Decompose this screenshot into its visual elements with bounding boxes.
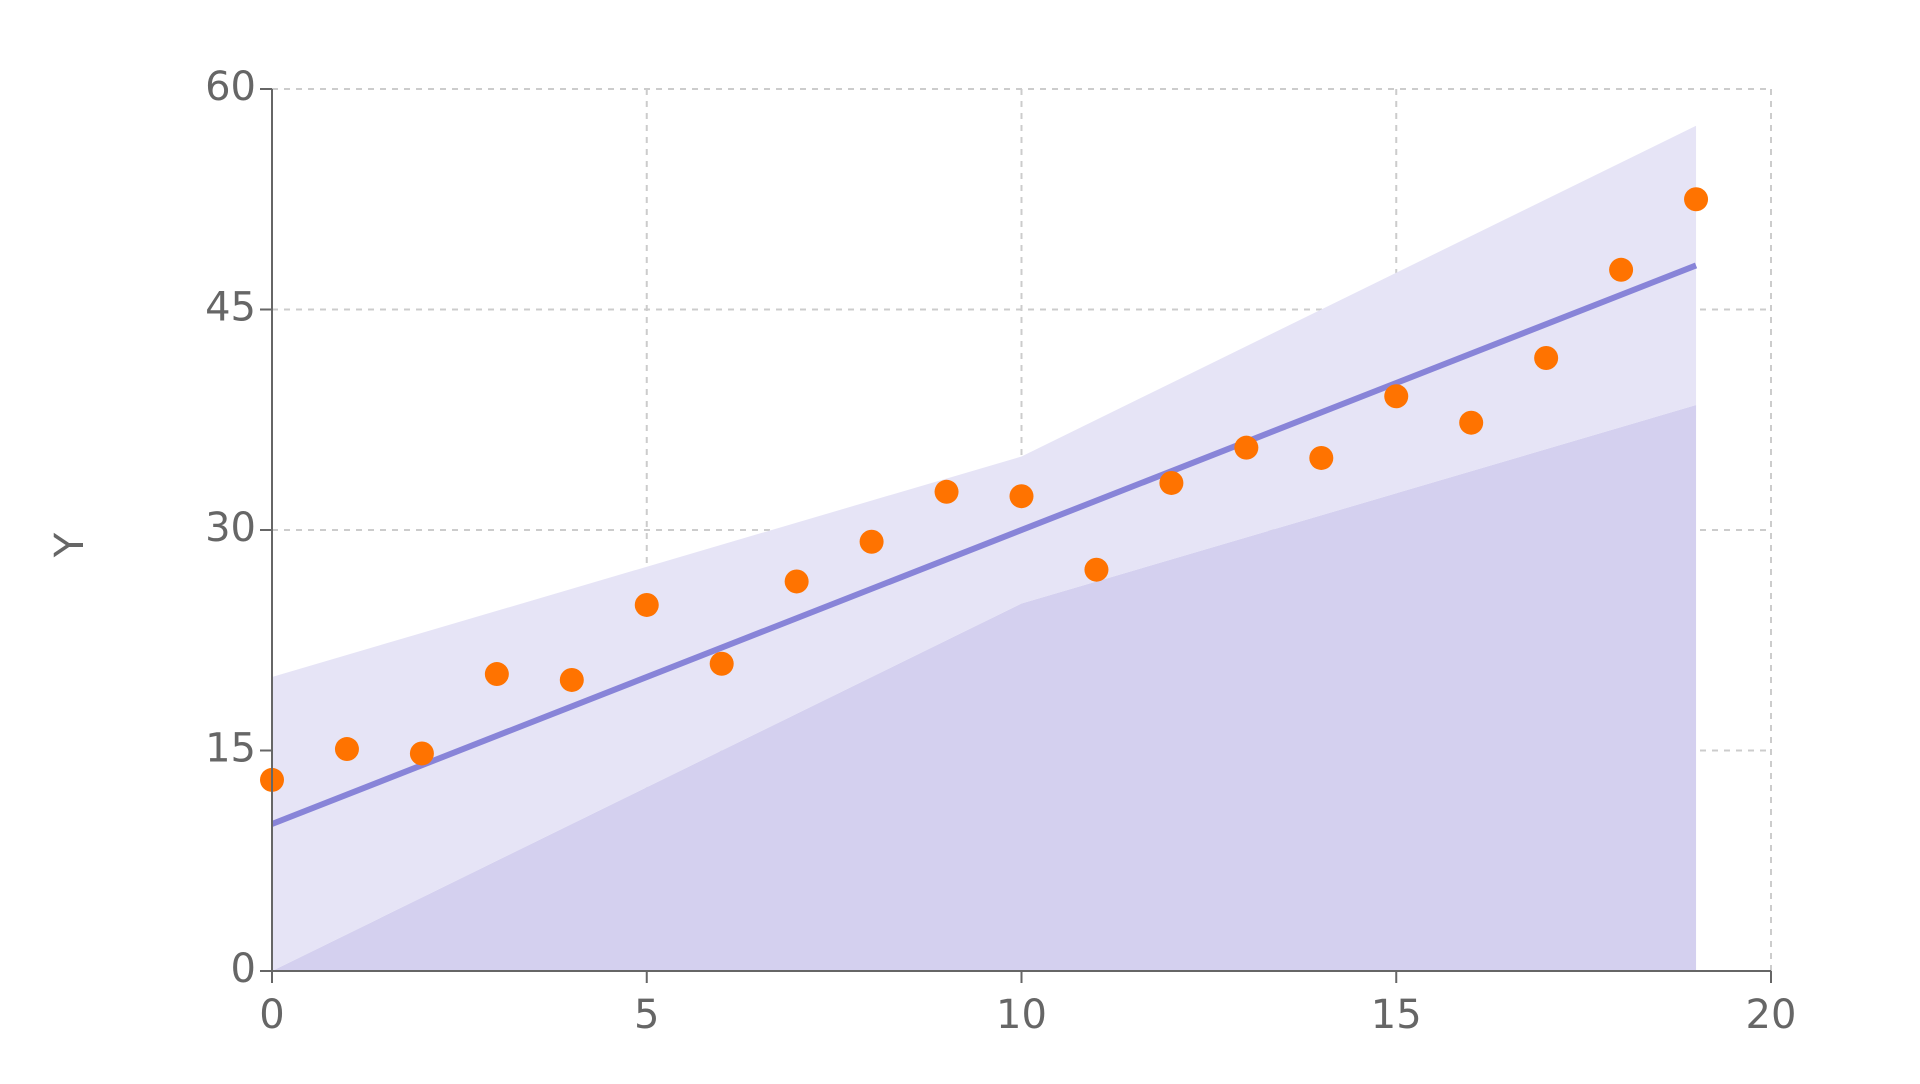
y-tick-label: 15 (205, 726, 256, 772)
y-tick-label: 30 (205, 505, 256, 551)
point (859, 529, 884, 554)
x-tick-label: 15 (1371, 992, 1422, 1038)
point (709, 651, 734, 676)
point (1534, 346, 1559, 371)
area (272, 405, 1697, 971)
x-tick-label: 5 (634, 992, 659, 1038)
point (1234, 435, 1259, 460)
point (484, 662, 509, 687)
point (559, 667, 584, 692)
point (1084, 557, 1109, 582)
y-tick-label: 60 (205, 64, 256, 110)
x-tick-label: 10 (996, 992, 1047, 1038)
y-axis-label: Y (47, 532, 93, 558)
point (409, 741, 434, 766)
point (1609, 257, 1634, 282)
x-tick-label: 20 (1746, 992, 1797, 1038)
regression-line (270, 262, 1698, 827)
y-tick-label: 45 (205, 285, 256, 331)
point (634, 592, 659, 617)
point (334, 737, 359, 762)
y-tick-label: 0 (231, 946, 256, 992)
point (1309, 445, 1334, 470)
point (1159, 470, 1184, 495)
point (1009, 484, 1034, 509)
point (1684, 187, 1709, 212)
point (1384, 384, 1409, 409)
point (934, 479, 959, 504)
point (1459, 410, 1484, 435)
x-tick-label: 0 (259, 992, 284, 1038)
area (272, 125, 1697, 971)
point (784, 569, 809, 594)
